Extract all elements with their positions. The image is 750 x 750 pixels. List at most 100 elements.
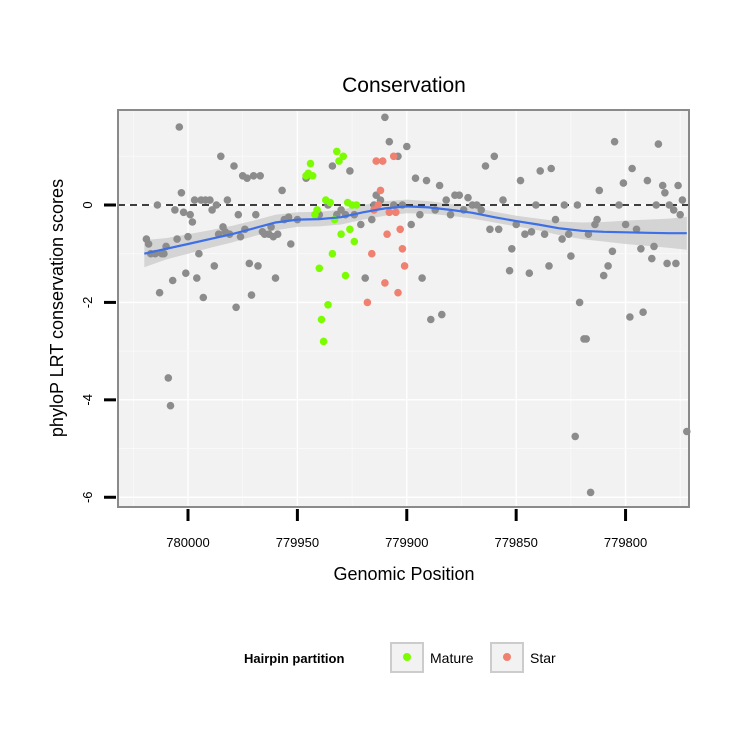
point-other [252,210,260,219]
point-other [658,181,667,190]
point-other [337,206,345,214]
point-other [490,152,499,161]
point-other [284,213,293,221]
point-other [188,218,197,226]
point-other [328,162,337,170]
point-other [217,152,225,161]
y-axis: 0 -2 -4 -6 [80,201,116,503]
point-other [637,245,645,253]
point-other [455,191,464,199]
point-other [446,210,455,219]
point-other [676,210,684,219]
legend-swatch-star [503,653,511,661]
point-other [155,288,164,297]
point-other [665,201,674,209]
point-mature [346,225,354,234]
point-other [271,274,280,282]
point-other [661,189,669,197]
point-other [632,225,641,234]
point-other [287,240,295,248]
point-other [621,220,630,229]
point-other [422,176,431,185]
point-other [672,259,680,268]
point-other [385,137,394,146]
point-other [527,228,536,236]
point-mature [341,271,350,280]
point-star [363,298,372,307]
point-mature [306,159,315,168]
point-other [166,401,175,410]
point-other [175,123,184,131]
point-mature [333,147,341,156]
plot-border [117,109,690,508]
point-star [372,157,381,165]
point-other [190,196,199,204]
point-other [615,201,623,209]
point-other [564,230,573,238]
point-star [396,225,405,234]
point-other [182,269,190,278]
point-other [573,201,582,209]
point-other [442,196,451,204]
point-other [179,208,188,217]
x-tick-label: 779800 [604,535,647,550]
point-other [153,201,162,209]
x-axis: 780000 779950 779900 779850 779800 [166,509,647,550]
point-other [499,196,507,204]
point-other [473,201,481,209]
legend-label-star: Star [530,650,556,666]
point-other [254,262,262,270]
point-other [643,176,652,185]
point-other [669,206,678,214]
legend-label-mature: Mature [430,650,474,666]
point-other [164,374,173,382]
point-mature [317,315,326,324]
point-other [173,235,181,243]
point-other [477,206,486,214]
point-other [416,210,424,219]
point-star [381,279,389,287]
point-other [650,242,658,251]
point-other [512,220,520,229]
y-tick-label: -4 [80,394,95,406]
point-star [376,186,385,195]
point-other [273,230,282,238]
point-other [411,174,420,182]
point-other [516,176,525,185]
point-other [407,220,416,229]
point-other [648,254,656,263]
point-star [383,230,391,238]
point-star [400,262,409,270]
point-mature [308,172,317,180]
y-axis-label: phyloP LRT conservation scores [47,179,67,437]
point-other [357,220,365,229]
point-other [278,186,286,195]
point-other [575,298,584,307]
point-other [604,262,612,270]
legend-entry-mature: Mature [390,642,474,673]
point-other [595,186,604,195]
point-other [481,162,490,170]
x-tick-label: 779900 [385,535,428,550]
point-other [536,167,544,175]
point-other [361,274,370,282]
point-mature [352,201,361,209]
point-other [674,181,682,190]
point-other [230,162,238,170]
point-other [234,210,243,219]
point-mature [350,237,359,246]
y-tick-label: -6 [80,491,95,503]
point-other [381,113,389,122]
data-points [142,113,691,497]
point-other [232,303,240,312]
point-other [525,269,534,278]
legend-entry-star: Star [490,642,556,673]
point-other [508,245,516,253]
point-star [368,249,376,258]
point-other [494,225,503,234]
point-other [210,262,219,270]
point-other [599,271,608,280]
point-other [171,206,179,214]
point-other [243,174,251,182]
